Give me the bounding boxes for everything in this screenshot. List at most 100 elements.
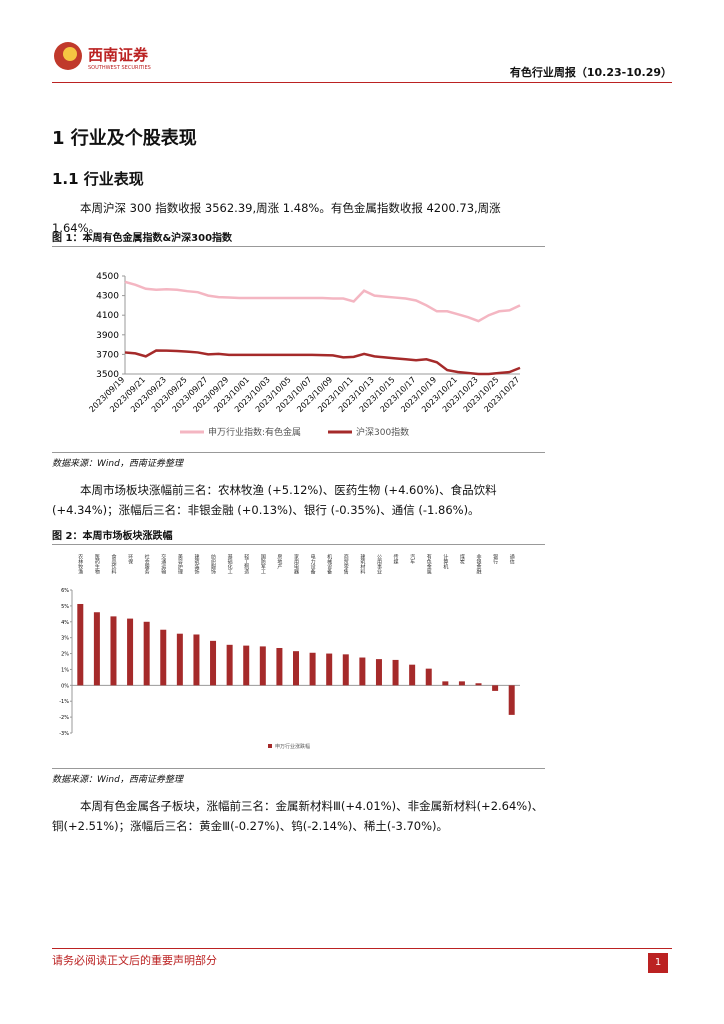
category-label: 建筑材料: [359, 553, 365, 575]
logo-icon: [54, 42, 82, 70]
category-label: 电力设备: [310, 553, 316, 575]
legend-label: 申万行业涨跌幅: [275, 743, 310, 750]
category-label: 环保: [127, 554, 133, 565]
y-tick-label: 0%: [61, 683, 69, 689]
legend-label: 申万行业指数:有色金属: [208, 426, 301, 438]
category-label: 国防军工: [260, 554, 266, 574]
line-chart: 3500370039004100430045002023/09/192023/0…: [87, 272, 521, 438]
bar: [293, 651, 299, 686]
bar: [226, 644, 233, 686]
rule: [52, 768, 545, 769]
bar: [392, 659, 399, 686]
bar: [492, 685, 499, 691]
y-tick-label: 4100: [96, 311, 119, 321]
category-label: 非银金融: [476, 553, 482, 575]
bar: [176, 633, 183, 686]
category-label: 医药生物: [94, 554, 100, 575]
footer-rule: [52, 948, 672, 949]
source: 数据来源：Wind，西南证券整理: [52, 459, 183, 469]
series-line: [124, 349, 521, 376]
category-label: 银行: [492, 553, 498, 565]
source: 数据来源：Wind，西南证券整理: [52, 775, 183, 785]
bar: [458, 681, 465, 686]
y-tick-label: 4300: [96, 292, 119, 302]
paragraph: 本周有色金属各子板块，涨幅前三名：金属新材料Ⅲ(+4.01%)、非金属新材料(+…: [52, 799, 544, 833]
y-tick-label: 5%: [61, 604, 69, 610]
category-label: 美容护理: [177, 553, 183, 574]
category-label: 机械设备: [326, 553, 332, 575]
y-tick-label: 4%: [61, 620, 69, 626]
bar: [409, 664, 416, 686]
y-tick-label: -2%: [59, 715, 69, 721]
bar: [442, 681, 449, 686]
bar: [342, 654, 349, 686]
category-label: 汽车: [409, 553, 415, 565]
rule: [52, 544, 545, 545]
category-label: 农林牧渔: [77, 553, 83, 575]
header-rule: [52, 82, 672, 83]
logo-cn: 西南证券: [88, 46, 149, 64]
category-label: 房地产: [276, 553, 282, 570]
category-label: 建筑装饰: [193, 553, 199, 575]
y-tick-label: -3%: [59, 731, 69, 737]
caption: 图 1：本周有色金属指数&沪深300指数: [52, 233, 233, 244]
bar: [243, 645, 250, 686]
category-label: 食品饮料: [110, 553, 116, 575]
y-tick-label: -1%: [59, 699, 69, 705]
bar: [77, 603, 84, 686]
category-label: 基础化工: [227, 553, 233, 574]
category-label: 传媒: [393, 553, 399, 565]
bar: [326, 653, 333, 686]
h2: 1.1 行业表现: [52, 170, 144, 188]
bar: [375, 659, 382, 686]
category-label: 社会服务: [144, 553, 150, 575]
report-title: 有色行业周报（10.23-10.29）: [509, 66, 672, 79]
h1: 1 行业及个股表现: [52, 128, 197, 149]
category-label: 家用电器: [293, 553, 299, 575]
bar: [143, 621, 150, 686]
category-label: 有色金属: [426, 553, 432, 575]
rule: [52, 452, 545, 453]
category-label: 商贸零售: [343, 553, 349, 575]
category-label: 纺织服饰: [210, 553, 216, 575]
y-tick-label: 3900: [96, 331, 119, 341]
bar: [93, 612, 100, 686]
category-label: 交通运输: [160, 553, 166, 575]
category-label: 计算机: [442, 553, 448, 570]
category-label: 通信: [509, 553, 515, 565]
category-label: 轻工制造: [243, 553, 249, 575]
y-tick-label: 3700: [96, 350, 119, 360]
bar: [359, 657, 366, 686]
bar: [210, 640, 217, 686]
series-line: [124, 280, 521, 323]
bar: [193, 634, 200, 686]
bar: [160, 629, 167, 686]
y-tick-label: 1%: [61, 667, 69, 673]
category-label: 公用事业: [376, 554, 382, 574]
y-tick-label: 3%: [61, 636, 69, 642]
bar-chart: 6% 5% 4% 3% 2% 1% 0% -1% -2% -3% 农林牧渔 医药生物 食品饮料 环保 社会服…: [59, 553, 520, 750]
bar: [475, 683, 482, 686]
footer-notice: 请务必阅读正文后的重要声明部分: [52, 954, 217, 967]
bar: [110, 616, 117, 686]
legend-label: 沪深300指数: [356, 426, 409, 438]
page-number: 1: [648, 953, 668, 973]
logo-en: SOUTHWEST SECURITIES: [88, 65, 151, 71]
bar: [309, 652, 316, 686]
rule: [52, 246, 545, 247]
caption: 图 2：本周市场板块涨跌幅: [52, 531, 173, 542]
y-tick-label: 3500: [96, 370, 119, 380]
y-tick-label: 4500: [96, 272, 119, 282]
paragraph: 本周市场板块涨幅前三名：农林牧渔 (+5.12%)、医药生物 (+4.60%)、…: [52, 483, 497, 517]
bar: [508, 685, 515, 715]
legend-swatch: [268, 744, 272, 748]
y-tick-label: 6%: [61, 588, 69, 594]
bar: [127, 618, 134, 686]
bar: [276, 647, 283, 686]
category-label: 煤炭: [459, 553, 465, 565]
bar: [259, 646, 266, 686]
bar: [425, 668, 432, 686]
y-tick-label: 2%: [61, 652, 69, 658]
paragraph: 本周沪深 300 指数收报 3562.39,周涨 1.48%。有色金属指数收报 …: [52, 201, 501, 235]
